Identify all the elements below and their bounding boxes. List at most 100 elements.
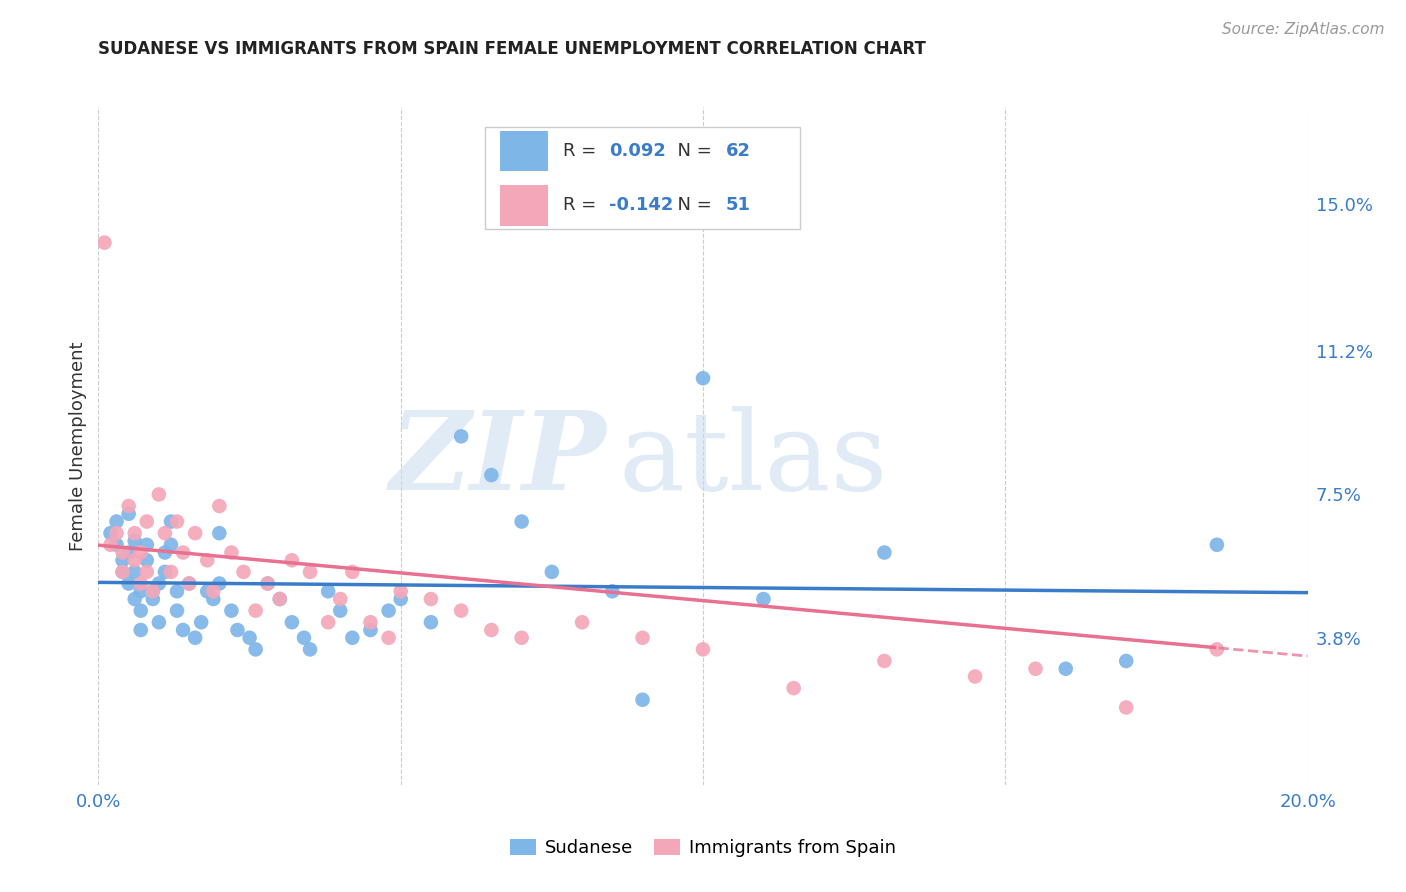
Point bbox=[111, 565, 134, 579]
Point bbox=[299, 642, 322, 657]
Text: -0.142: -0.142 bbox=[609, 196, 673, 214]
Text: 51: 51 bbox=[725, 196, 751, 214]
Point bbox=[783, 681, 806, 695]
Point bbox=[1054, 662, 1077, 676]
Point bbox=[153, 526, 176, 541]
Point bbox=[377, 631, 399, 645]
Point bbox=[93, 235, 115, 250]
Point bbox=[184, 526, 207, 541]
Point bbox=[316, 584, 339, 599]
Point bbox=[631, 631, 654, 645]
Point bbox=[481, 623, 503, 637]
FancyBboxPatch shape bbox=[485, 128, 800, 229]
Point bbox=[100, 526, 122, 541]
Point bbox=[118, 507, 141, 521]
Text: N =: N = bbox=[665, 142, 717, 160]
Point bbox=[420, 592, 443, 607]
Point bbox=[481, 468, 503, 483]
Point bbox=[148, 615, 170, 630]
Point bbox=[631, 692, 654, 706]
Point bbox=[202, 584, 225, 599]
Point bbox=[179, 576, 201, 591]
Point bbox=[118, 576, 141, 591]
Text: ZIP: ZIP bbox=[389, 406, 606, 513]
Point bbox=[420, 615, 443, 630]
Point bbox=[329, 592, 352, 607]
Point bbox=[118, 499, 141, 513]
Point bbox=[160, 565, 183, 579]
Legend: Sudanese, Immigrants from Spain: Sudanese, Immigrants from Spain bbox=[503, 831, 903, 864]
Point bbox=[342, 565, 364, 579]
Point bbox=[1206, 538, 1229, 552]
Point bbox=[256, 576, 278, 591]
Point bbox=[135, 553, 157, 567]
Point bbox=[450, 604, 472, 618]
Point bbox=[221, 545, 243, 559]
FancyBboxPatch shape bbox=[501, 131, 548, 171]
Point bbox=[873, 42, 896, 56]
Point bbox=[118, 545, 141, 559]
Point bbox=[184, 631, 207, 645]
Text: 62: 62 bbox=[725, 142, 751, 160]
Point bbox=[148, 576, 170, 591]
Point bbox=[226, 623, 249, 637]
Point bbox=[245, 604, 267, 618]
Point bbox=[124, 592, 146, 607]
Point bbox=[105, 526, 128, 541]
Point bbox=[190, 615, 212, 630]
Text: atlas: atlas bbox=[619, 406, 889, 513]
Point bbox=[129, 576, 152, 591]
Text: Source: ZipAtlas.com: Source: ZipAtlas.com bbox=[1222, 22, 1385, 37]
Point bbox=[873, 654, 896, 668]
Point bbox=[256, 576, 278, 591]
Point bbox=[195, 584, 218, 599]
Point bbox=[166, 515, 188, 529]
Point bbox=[202, 592, 225, 607]
Point bbox=[148, 487, 170, 501]
Point bbox=[299, 565, 322, 579]
Point bbox=[965, 669, 987, 683]
Point bbox=[360, 615, 382, 630]
Point bbox=[692, 371, 714, 385]
Point bbox=[160, 515, 183, 529]
Point bbox=[172, 623, 194, 637]
Point bbox=[1115, 700, 1137, 714]
Point bbox=[692, 642, 714, 657]
Point bbox=[153, 545, 176, 559]
Point bbox=[142, 592, 165, 607]
Point bbox=[292, 631, 315, 645]
Point bbox=[111, 553, 134, 567]
Point bbox=[135, 565, 157, 579]
Point bbox=[124, 553, 146, 567]
Point bbox=[540, 565, 562, 579]
Point bbox=[111, 565, 134, 579]
Text: N =: N = bbox=[665, 196, 717, 214]
Y-axis label: Female Unemployment: Female Unemployment bbox=[69, 342, 87, 550]
Point bbox=[239, 631, 262, 645]
Point bbox=[129, 623, 152, 637]
Point bbox=[752, 592, 775, 607]
Point bbox=[377, 604, 399, 618]
Point bbox=[450, 429, 472, 443]
Point bbox=[389, 592, 412, 607]
Point bbox=[160, 538, 183, 552]
Point bbox=[105, 515, 128, 529]
Point bbox=[329, 604, 352, 618]
Point bbox=[135, 515, 157, 529]
Point bbox=[153, 565, 176, 579]
Point bbox=[111, 545, 134, 559]
Point bbox=[195, 553, 218, 567]
Point bbox=[389, 584, 412, 599]
Point bbox=[316, 615, 339, 630]
Point bbox=[281, 615, 304, 630]
Text: SUDANESE VS IMMIGRANTS FROM SPAIN FEMALE UNEMPLOYMENT CORRELATION CHART: SUDANESE VS IMMIGRANTS FROM SPAIN FEMALE… bbox=[98, 40, 927, 58]
Point bbox=[232, 565, 254, 579]
Point bbox=[221, 604, 243, 618]
Point bbox=[124, 565, 146, 579]
Point bbox=[124, 526, 146, 541]
Point bbox=[360, 623, 382, 637]
Point bbox=[1115, 654, 1137, 668]
Point bbox=[172, 545, 194, 559]
Point bbox=[281, 553, 304, 567]
Point bbox=[510, 515, 533, 529]
